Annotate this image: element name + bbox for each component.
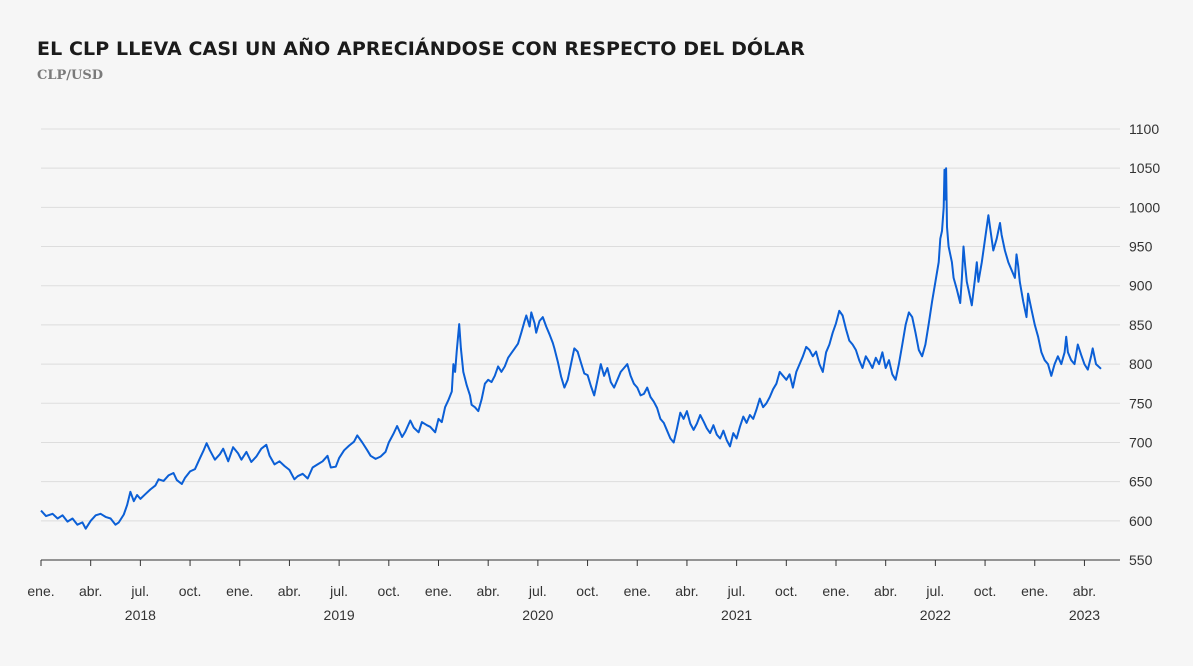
y-tick-label: 600 [1129, 513, 1153, 529]
x-tick-label: abr. [278, 583, 301, 599]
y-tick-label: 550 [1129, 552, 1153, 568]
grid-lines [41, 128, 1120, 522]
x-tick-label: oct. [576, 583, 599, 599]
x-tick-label: ene. [27, 583, 54, 599]
year-label: 2023 [1069, 607, 1100, 623]
series-line-clp-usd [40, 167, 1102, 530]
x-tick-label: ene. [1021, 583, 1048, 599]
x-tick-label: ene. [226, 583, 253, 599]
x-axis-ticks [40, 560, 1085, 566]
year-labels: 2018 2019 2020 2021 2022 2023 [125, 607, 1100, 623]
x-tick-label: oct. [775, 583, 798, 599]
x-tick-label: ene. [822, 583, 849, 599]
chart-subtitle: CLP/USD [37, 68, 104, 83]
year-label: 2019 [324, 607, 355, 623]
x-tick-label: ene. [425, 583, 452, 599]
year-label: 2018 [125, 607, 156, 623]
y-tick-label: 700 [1129, 434, 1153, 450]
y-tick-label: 1000 [1129, 199, 1160, 215]
chart-title: EL CLP LLEVA CASI UN AÑO APRECIÁNDOSE CO… [37, 38, 805, 60]
y-tick-label: 650 [1129, 474, 1153, 490]
x-tick-label: abr. [874, 583, 897, 599]
y-tick-label: 1050 [1129, 160, 1160, 176]
x-tick-label: ene. [624, 583, 651, 599]
x-tick-label: oct. [974, 583, 997, 599]
x-tick-label: jul. [925, 583, 944, 599]
y-tick-label: 950 [1129, 239, 1153, 255]
x-axis-labels: ene. abr. jul. oct. ene. abr. jul. oct. ene. abr.… [27, 583, 1096, 599]
x-tick-label: jul. [329, 583, 348, 599]
x-tick-label: abr. [675, 583, 698, 599]
y-tick-label: 750 [1129, 395, 1153, 411]
y-tick-label: 800 [1129, 356, 1153, 372]
x-tick-label: jul. [528, 583, 547, 599]
y-axis-labels: 550 600 650 700 750 800 850 900 950 1000 1050 1100 [1129, 121, 1160, 568]
x-tick-label: oct. [179, 583, 202, 599]
year-label: 2020 [522, 607, 553, 623]
year-label: 2022 [920, 607, 951, 623]
x-tick-label: jul. [727, 583, 746, 599]
y-tick-label: 900 [1129, 278, 1153, 294]
y-tick-label: 850 [1129, 317, 1153, 333]
x-tick-label: jul. [130, 583, 149, 599]
year-label: 2021 [721, 607, 752, 623]
y-tick-label: 1100 [1129, 121, 1159, 137]
x-tick-label: abr. [477, 583, 500, 599]
x-tick-label: abr. [1073, 583, 1096, 599]
x-tick-label: oct. [378, 583, 401, 599]
x-tick-label: abr. [79, 583, 102, 599]
series-layer [40, 167, 1102, 530]
